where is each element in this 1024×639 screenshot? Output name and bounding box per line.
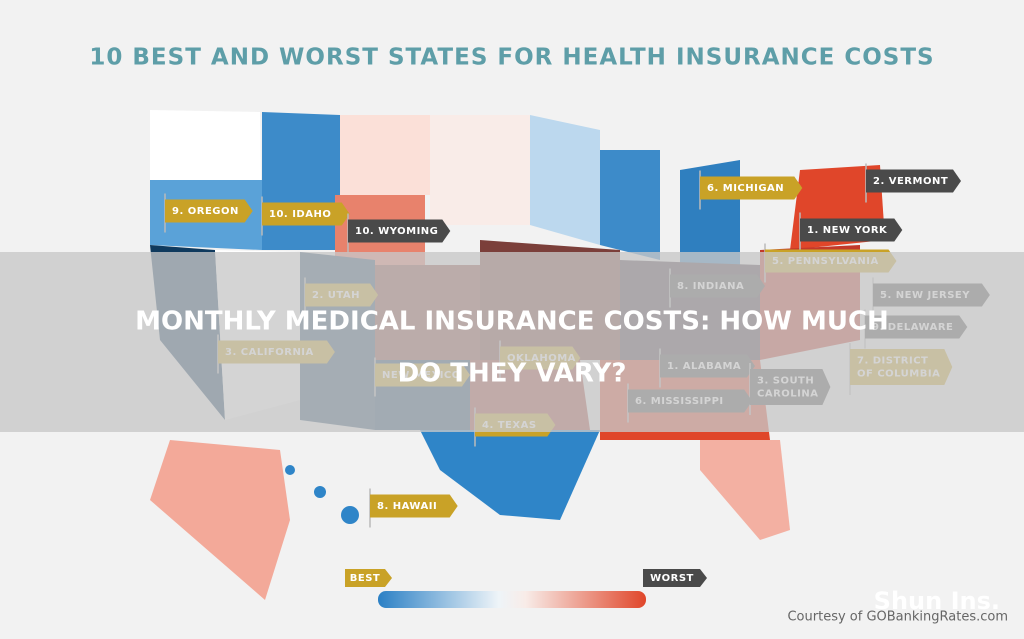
- legend-worst: WORST: [650, 573, 694, 584]
- header-title: 10 BEST AND WORST STATES FOR HEALTH INSU…: [89, 45, 934, 71]
- overlay-title: MONTHLY MEDICAL INSURANCE COSTS: HOW MUC…: [135, 307, 889, 337]
- state-label: 2. VERMONT: [865, 163, 961, 203]
- label-flag: [262, 202, 350, 226]
- label-text: 1. NEW YORK: [807, 225, 888, 236]
- legend-worst-flag: [643, 569, 707, 587]
- legend-best-flag: [345, 569, 392, 587]
- label-text: 8. HAWAII: [377, 501, 437, 512]
- label-text: 2. VERMONT: [873, 176, 948, 187]
- label-text: 10. WYOMING: [355, 226, 438, 237]
- label-text: 6. MICHIGAN: [707, 183, 784, 194]
- state-label: 6. MICHIGAN: [699, 170, 803, 210]
- overlay-band: [0, 252, 1024, 432]
- legend-bar: [378, 591, 646, 608]
- state-label: 8. HAWAII: [369, 488, 458, 528]
- label-flag: [700, 176, 803, 200]
- overlay-title: DO THEY VARY?: [398, 359, 627, 389]
- state-label: 10. WYOMING: [347, 213, 451, 253]
- state-label: 9. OREGON: [164, 193, 253, 233]
- watermark: Shun Ins.: [874, 587, 1000, 615]
- label-text: 9. OREGON: [172, 206, 239, 217]
- label-flag: [370, 494, 458, 518]
- label-flag: [866, 169, 961, 193]
- credit: Courtesy of GOBankingRates.com: [787, 610, 1008, 625]
- legend-best: BEST: [350, 573, 380, 584]
- label-flag: [165, 199, 253, 223]
- state-label: 10. IDAHO: [261, 196, 350, 236]
- label-text: 10. IDAHO: [269, 209, 331, 220]
- state-label: 1. NEW YORK: [799, 212, 903, 252]
- label-flag: [800, 218, 903, 242]
- label-flag: [348, 219, 451, 243]
